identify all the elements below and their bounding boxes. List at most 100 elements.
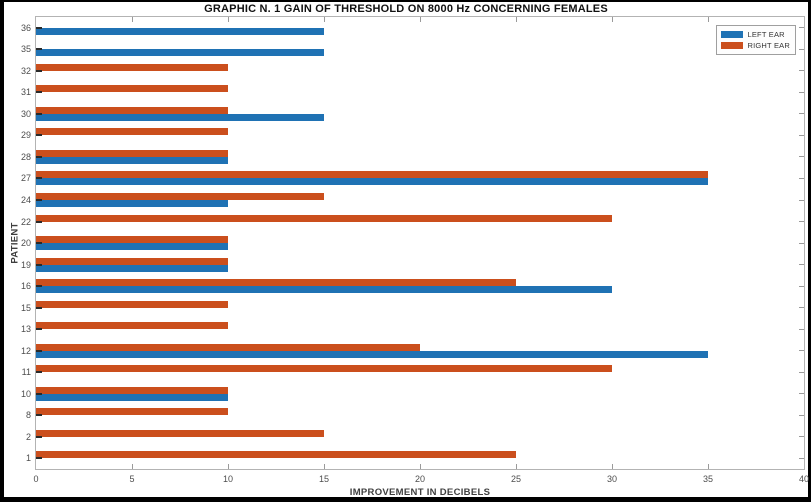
y-tick-mark xyxy=(36,263,42,266)
y-tick-mark xyxy=(36,435,42,438)
bar-right-ear xyxy=(36,451,516,459)
x-tick-label: 0 xyxy=(33,474,39,484)
y-tick-mark-right xyxy=(799,457,804,459)
bar-left-ear xyxy=(36,243,228,250)
y-tick-mark xyxy=(36,306,42,309)
x-tick-label: 15 xyxy=(318,474,329,484)
x-tick-mark-top xyxy=(228,17,229,22)
bar-right-ear xyxy=(36,322,228,330)
plot-inner xyxy=(36,17,804,469)
bar-right-ear xyxy=(36,300,228,308)
y-tick-label: 22 xyxy=(20,216,31,227)
y-tick-mark-right xyxy=(799,156,804,158)
y-tick-mark-right xyxy=(799,221,804,222)
bar-left-ear xyxy=(36,393,228,401)
y-tick-mark xyxy=(36,328,42,331)
y-tick-mark-right xyxy=(799,242,804,244)
y-tick-mark-right xyxy=(799,27,804,29)
bar-left-ear xyxy=(36,200,228,207)
chart-canvas: GRAPHIC N. 1 GAIN OF THRESHOLD ON 8000 H… xyxy=(4,2,809,498)
bar-left-ear xyxy=(36,156,228,164)
x-tick-mark-top xyxy=(420,17,421,22)
y-tick-mark xyxy=(36,48,42,51)
y-tick-mark-right xyxy=(799,350,804,352)
y-tick-mark-right xyxy=(799,264,804,265)
x-tick-label: 35 xyxy=(702,474,713,484)
bar-left-ear xyxy=(36,350,708,358)
bar-right-ear xyxy=(36,257,228,265)
y-tick-mark xyxy=(36,392,42,395)
bar-right-ear xyxy=(36,63,228,71)
y-tick-label: 1 xyxy=(25,453,31,464)
y-tick-label: 35 xyxy=(20,44,31,55)
y-tick-label: 28 xyxy=(20,151,31,162)
y-tick-label: 27 xyxy=(20,173,31,184)
legend: LEFT EAR RIGHT EAR xyxy=(716,25,796,55)
bar-left-ear xyxy=(36,49,324,57)
y-tick-mark xyxy=(36,91,42,94)
y-tick-mark xyxy=(36,155,42,158)
y-tick-mark xyxy=(36,285,42,287)
x-tick-mark-top xyxy=(324,17,325,22)
y-tick-mark xyxy=(36,349,42,352)
y-tick-mark xyxy=(36,414,42,417)
x-tick-label: 5 xyxy=(129,474,135,484)
x-tick-label: 20 xyxy=(414,474,425,484)
y-tick-label: 12 xyxy=(20,345,31,356)
x-tick-mark xyxy=(708,464,709,469)
y-tick-mark-right xyxy=(799,113,804,115)
x-tick-mark xyxy=(516,464,517,469)
y-axis-label: PATIENT xyxy=(9,222,21,264)
y-tick-mark xyxy=(36,242,42,244)
bar-right-ear xyxy=(36,365,612,373)
y-tick-label: 13 xyxy=(20,324,31,335)
y-tick-mark-right xyxy=(799,328,804,330)
y-tick-label: 11 xyxy=(21,367,31,378)
bar-right-ear xyxy=(36,386,228,394)
y-tick-mark xyxy=(36,26,42,29)
y-tick-mark xyxy=(36,371,42,374)
bar-left-ear xyxy=(36,264,228,272)
bar-right-ear xyxy=(36,429,324,437)
y-tick-mark-right xyxy=(799,134,804,136)
y-tick-label: 20 xyxy=(20,238,31,248)
chart-title: GRAPHIC N. 1 GAIN OF THRESHOLD ON 8000 H… xyxy=(204,3,608,15)
legend-item-left-ear: LEFT EAR xyxy=(721,29,790,40)
y-tick-label: 31 xyxy=(20,87,31,98)
left-ear-swatch xyxy=(721,31,744,38)
y-tick-mark-right xyxy=(799,393,804,395)
bar-left-ear xyxy=(36,113,324,121)
x-tick-mark xyxy=(228,464,229,469)
bar-right-ear xyxy=(36,171,708,179)
x-tick-mark xyxy=(132,464,133,469)
bar-left-ear xyxy=(36,286,612,293)
bar-left-ear xyxy=(36,27,324,35)
y-tick-label: 36 xyxy=(20,22,31,33)
x-tick-mark xyxy=(420,464,421,469)
bar-left-ear xyxy=(36,178,708,186)
bar-right-ear xyxy=(36,408,228,416)
y-tick-label: 24 xyxy=(20,195,31,205)
plot-area: LEFT EAR RIGHT EAR xyxy=(35,16,805,470)
bar-right-ear xyxy=(36,106,228,114)
legend-label-left-ear: LEFT EAR xyxy=(747,30,785,39)
bar-right-ear xyxy=(36,279,516,286)
y-tick-label: 2 xyxy=(25,431,31,442)
y-tick-mark xyxy=(36,177,42,180)
bar-right-ear xyxy=(36,193,324,200)
y-tick-mark xyxy=(36,112,42,115)
x-axis-label: IMPROVEMENT IN DECIBELS xyxy=(349,487,491,498)
x-tick-mark-top xyxy=(132,17,133,22)
bar-right-ear xyxy=(36,128,228,136)
bar-right-ear xyxy=(36,236,228,243)
y-tick-mark-right xyxy=(799,307,804,309)
right-ear-swatch xyxy=(721,42,744,49)
x-tick-label: 10 xyxy=(222,474,233,484)
y-tick-label: 15 xyxy=(20,302,31,313)
y-tick-mark-right xyxy=(799,48,804,50)
y-tick-mark-right xyxy=(799,70,804,72)
x-tick-mark xyxy=(324,464,325,469)
x-tick-label: 40 xyxy=(798,474,809,484)
bar-right-ear xyxy=(36,149,228,157)
